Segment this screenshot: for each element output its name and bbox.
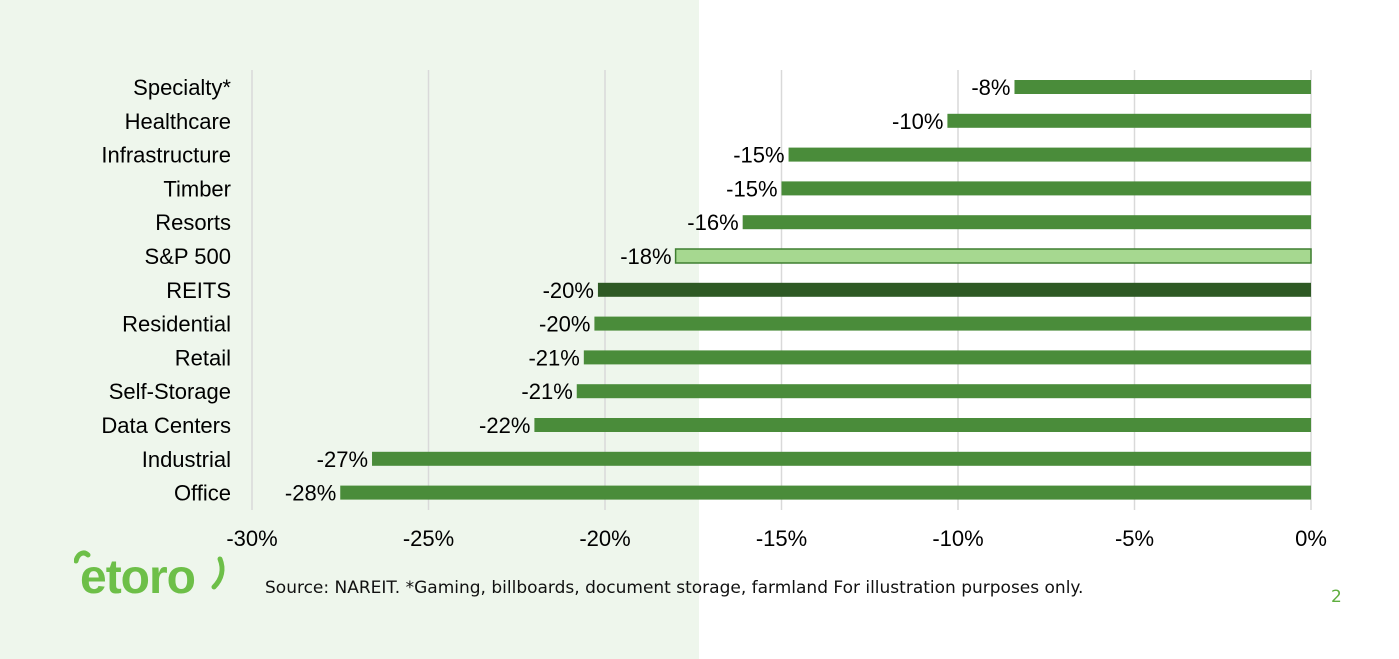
bar [594,316,1311,331]
value-label: -10% [892,109,943,134]
bar [674,248,1312,264]
value-label: -18% [620,244,671,269]
left-background-panel [0,0,699,659]
x-tick-label: -20% [579,526,630,551]
value-label: -21% [521,379,572,404]
bar [340,485,1311,500]
bar [597,282,1311,297]
category-label: Infrastructure [101,143,231,168]
value-label: -28% [285,481,336,506]
value-label: -22% [479,413,530,438]
x-tick-label: -10% [932,526,983,551]
category-label: Residential [122,312,231,337]
value-label: -15% [726,176,777,201]
bar [372,451,1311,466]
category-label: REITS [166,278,231,303]
category-label: Office [174,481,231,506]
x-tick-label: -25% [403,526,454,551]
source-note: Source: NAREIT. *Gaming, billboards, doc… [265,578,1084,598]
bar [583,350,1311,365]
value-label: -21% [528,345,579,370]
bar [534,418,1311,432]
value-label: -15% [733,143,784,168]
etoro-logo-icon: etoro [74,550,225,604]
bar [576,384,1311,399]
category-label: Self-Storage [109,379,231,404]
logo-text: etoro [80,551,195,604]
x-tick-label: -15% [756,526,807,551]
category-label: S&P 500 [145,244,231,269]
page-number: 2 [1331,587,1342,607]
x-tick-label: 0% [1295,526,1327,551]
category-label: Data Centers [101,413,231,438]
x-tick-label: -30% [226,526,277,551]
value-label: -27% [317,447,368,472]
bar [742,215,1311,230]
value-label: -20% [539,312,590,337]
category-label: Retail [175,345,231,370]
bar-chart: -30% -25% -20% -15% -10% -5% 0% Specialty* -8% He… [101,70,1327,551]
category-label: Industrial [142,447,231,472]
value-label: -20% [543,278,594,303]
bar [781,181,1311,196]
x-tick-label: -5% [1115,526,1154,551]
category-label: Healthcare [125,109,231,134]
value-label: -8% [971,75,1010,100]
category-label: Specialty* [133,75,231,100]
category-label: Timber [163,176,231,201]
value-label: -16% [687,210,738,235]
category-label: Resorts [155,210,231,235]
bar [1014,80,1311,94]
bar [947,113,1311,128]
bar [788,147,1311,162]
